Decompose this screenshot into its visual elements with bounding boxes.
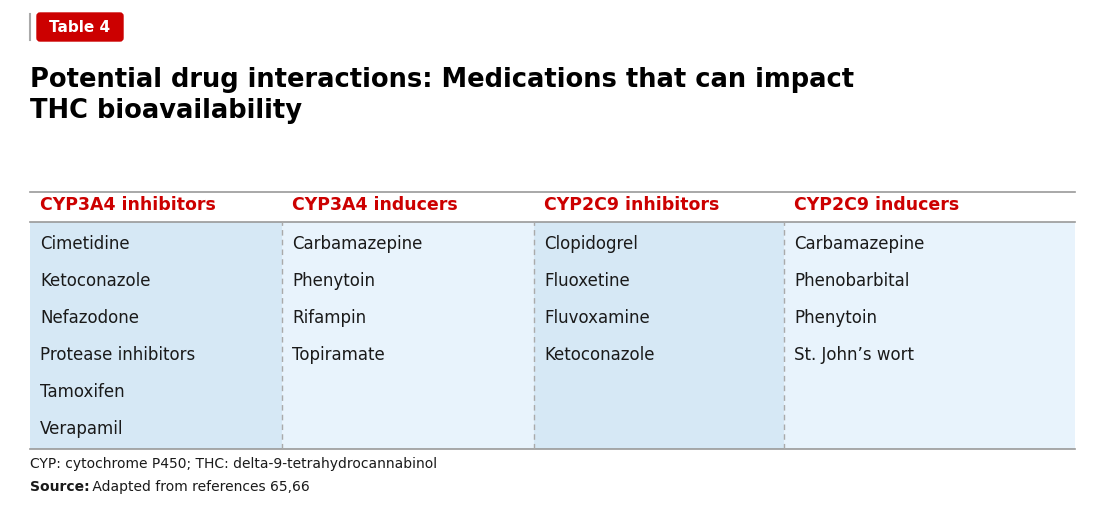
Text: Fluvoxamine: Fluvoxamine: [544, 309, 650, 327]
Text: Phenytoin: Phenytoin: [794, 309, 877, 327]
Text: CYP3A4 inducers: CYP3A4 inducers: [292, 196, 458, 214]
Text: Source:: Source:: [30, 480, 89, 494]
FancyBboxPatch shape: [37, 13, 123, 41]
Text: CYP2C9 inducers: CYP2C9 inducers: [794, 196, 959, 214]
Bar: [282, 222, 534, 449]
Bar: [30, 222, 282, 449]
Bar: [534, 222, 784, 449]
Text: Topiramate: Topiramate: [292, 346, 385, 364]
Text: St. John’s wort: St. John’s wort: [794, 346, 914, 364]
Text: Carbamazepine: Carbamazepine: [292, 235, 422, 253]
Text: Ketoconazole: Ketoconazole: [40, 272, 151, 290]
Text: Nefazodone: Nefazodone: [40, 309, 139, 327]
Text: Table 4: Table 4: [50, 20, 111, 35]
Text: Rifampin: Rifampin: [292, 309, 366, 327]
Text: CYP3A4 inhibitors: CYP3A4 inhibitors: [40, 196, 216, 214]
Text: Fluoxetine: Fluoxetine: [544, 272, 629, 290]
Text: Clopidogrel: Clopidogrel: [544, 235, 638, 253]
Text: Phenytoin: Phenytoin: [292, 272, 375, 290]
Text: Tamoxifen: Tamoxifen: [40, 383, 124, 401]
Text: Phenobarbital: Phenobarbital: [794, 272, 910, 290]
Text: Carbamazepine: Carbamazepine: [794, 235, 924, 253]
Text: Potential drug interactions: Medications that can impact
THC bioavailability: Potential drug interactions: Medications…: [30, 67, 854, 124]
Text: CYP2C9 inhibitors: CYP2C9 inhibitors: [544, 196, 719, 214]
Bar: [784, 222, 1075, 449]
Text: Adapted from references 65,66: Adapted from references 65,66: [88, 480, 310, 494]
Text: Ketoconazole: Ketoconazole: [544, 346, 654, 364]
Text: Verapamil: Verapamil: [40, 420, 123, 438]
Text: CYP: cytochrome P450; THC: delta-9-tetrahydrocannabinol: CYP: cytochrome P450; THC: delta-9-tetra…: [30, 457, 437, 471]
Text: Cimetidine: Cimetidine: [40, 235, 130, 253]
Text: Protease inhibitors: Protease inhibitors: [40, 346, 196, 364]
